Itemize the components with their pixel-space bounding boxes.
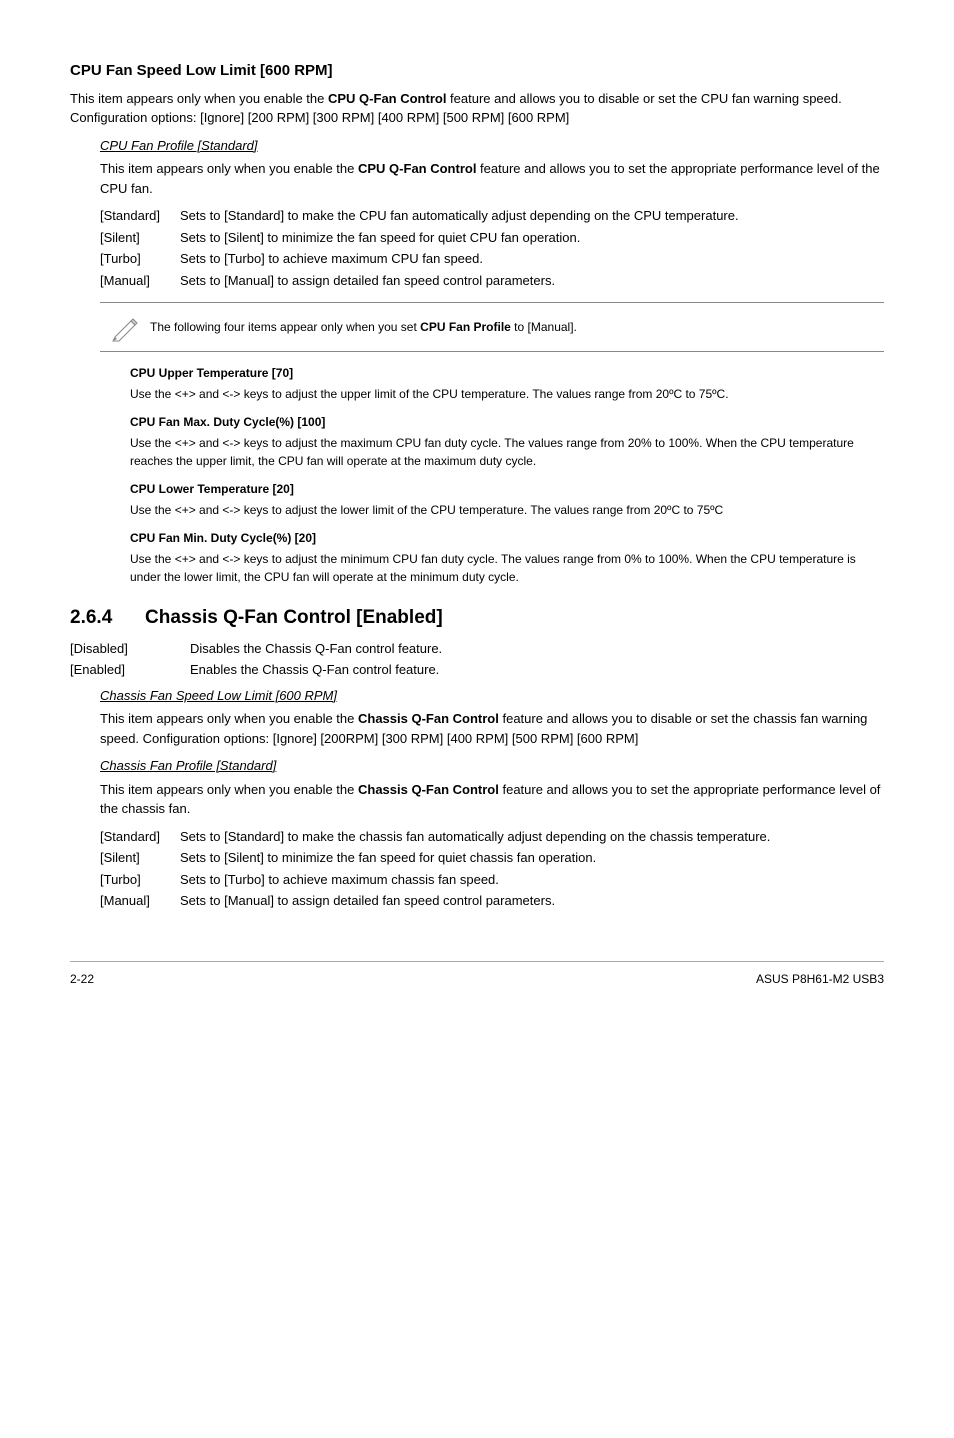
chassis-profile-heading: Chassis Fan Profile [Standard] xyxy=(100,756,884,776)
text-bold: CPU Q-Fan Control xyxy=(358,161,476,176)
page-number: 2-22 xyxy=(70,970,94,988)
text-bold: CPU Q-Fan Control xyxy=(328,91,446,106)
option-desc: Sets to [Manual] to assign detailed fan … xyxy=(180,891,884,911)
option-label: [Enabled] xyxy=(70,660,190,680)
text: The following four items appear only whe… xyxy=(150,320,420,334)
option-desc: Sets to [Standard] to make the chassis f… xyxy=(180,827,884,847)
option-row: [Silent] Sets to [Silent] to minimize th… xyxy=(100,848,884,868)
sub-heading: CPU Fan Min. Duty Cycle(%) [20] xyxy=(130,529,884,547)
text: This item appears only when you enable t… xyxy=(70,91,328,106)
cpu-fan-speed-title: CPU Fan Speed Low Limit [600 RPM] xyxy=(70,60,884,83)
option-label: [Silent] xyxy=(100,228,180,248)
text: This item appears only when you enable t… xyxy=(100,711,358,726)
option-label: [Turbo] xyxy=(100,249,180,269)
sub-heading: CPU Lower Temperature [20] xyxy=(130,480,884,498)
chassis-profile-intro: This item appears only when you enable t… xyxy=(100,780,884,819)
text-bold: Chassis Q-Fan Control xyxy=(358,782,499,797)
sub-heading: CPU Fan Max. Duty Cycle(%) [100] xyxy=(130,413,884,431)
option-row: [Turbo] Sets to [Turbo] to achieve maxim… xyxy=(100,249,884,269)
doc-title: ASUS P8H61-M2 USB3 xyxy=(756,970,884,988)
section-title: Chassis Q-Fan Control [Enabled] xyxy=(145,607,443,628)
cpu-fan-speed-intro: This item appears only when you enable t… xyxy=(70,89,884,128)
sub-heading: CPU Upper Temperature [70] xyxy=(130,364,884,382)
option-desc: Sets to [Silent] to minimize the fan spe… xyxy=(180,848,884,868)
option-desc: Sets to [Silent] to minimize the fan spe… xyxy=(180,228,884,248)
option-row: [Disabled] Disables the Chassis Q-Fan co… xyxy=(70,639,884,659)
chassis-speed-block: Chassis Fan Speed Low Limit [600 RPM] Th… xyxy=(100,686,884,911)
option-row: [Standard] Sets to [Standard] to make th… xyxy=(100,206,884,226)
option-label: [Disabled] xyxy=(70,639,190,659)
chassis-speed-intro: This item appears only when you enable t… xyxy=(100,709,884,748)
option-label: [Manual] xyxy=(100,271,180,291)
sub-text: Use the <+> and <-> keys to adjust the l… xyxy=(130,501,884,519)
text: to [Manual]. xyxy=(511,320,577,334)
option-row: [Turbo] Sets to [Turbo] to achieve maxim… xyxy=(100,870,884,890)
option-row: [Standard] Sets to [Standard] to make th… xyxy=(100,827,884,847)
cpu-sub-items: CPU Upper Temperature [70] Use the <+> a… xyxy=(130,364,884,586)
option-label: [Standard] xyxy=(100,827,180,847)
option-desc: Sets to [Manual] to assign detailed fan … xyxy=(180,271,884,291)
sub-text: Use the <+> and <-> keys to adjust the u… xyxy=(130,385,884,403)
text: This item appears only when you enable t… xyxy=(100,161,358,176)
note-text: The following four items appear only whe… xyxy=(150,318,884,336)
cpu-profile-intro: This item appears only when you enable t… xyxy=(100,159,884,198)
option-label: [Manual] xyxy=(100,891,180,911)
option-label: [Silent] xyxy=(100,848,180,868)
option-desc: Sets to [Turbo] to achieve maximum chass… xyxy=(180,870,884,890)
text: This item appears only when you enable t… xyxy=(100,782,358,797)
option-desc: Disables the Chassis Q-Fan control featu… xyxy=(190,639,884,659)
option-desc: Sets to [Turbo] to achieve maximum CPU f… xyxy=(180,249,884,269)
option-label: [Turbo] xyxy=(100,870,180,890)
option-label: [Standard] xyxy=(100,206,180,226)
option-row: [Manual] Sets to [Manual] to assign deta… xyxy=(100,271,884,291)
cpu-profile-block: CPU Fan Profile [Standard] This item app… xyxy=(100,136,884,291)
cpu-profile-heading: CPU Fan Profile [Standard] xyxy=(100,136,884,156)
sub-text: Use the <+> and <-> keys to adjust the m… xyxy=(130,434,884,470)
text-bold: Chassis Q-Fan Control xyxy=(358,711,499,726)
chassis-speed-heading: Chassis Fan Speed Low Limit [600 RPM] xyxy=(100,686,884,706)
section-number: 2.6.4 xyxy=(70,604,145,633)
option-desc: Enables the Chassis Q-Fan control featur… xyxy=(190,660,884,680)
page-footer: 2-22 ASUS P8H61-M2 USB3 xyxy=(70,961,884,988)
note-row: The following four items appear only whe… xyxy=(100,302,884,352)
sub-text: Use the <+> and <-> keys to adjust the m… xyxy=(130,550,884,586)
option-desc: Sets to [Standard] to make the CPU fan a… xyxy=(180,206,884,226)
text-bold: CPU Fan Profile xyxy=(420,320,511,334)
option-row: [Silent] Sets to [Silent] to minimize th… xyxy=(100,228,884,248)
option-row: [Enabled] Enables the Chassis Q-Fan cont… xyxy=(70,660,884,680)
option-row: [Manual] Sets to [Manual] to assign deta… xyxy=(100,891,884,911)
chassis-section-heading: 2.6.4Chassis Q-Fan Control [Enabled] xyxy=(70,604,884,633)
pencil-note-icon xyxy=(100,311,150,343)
